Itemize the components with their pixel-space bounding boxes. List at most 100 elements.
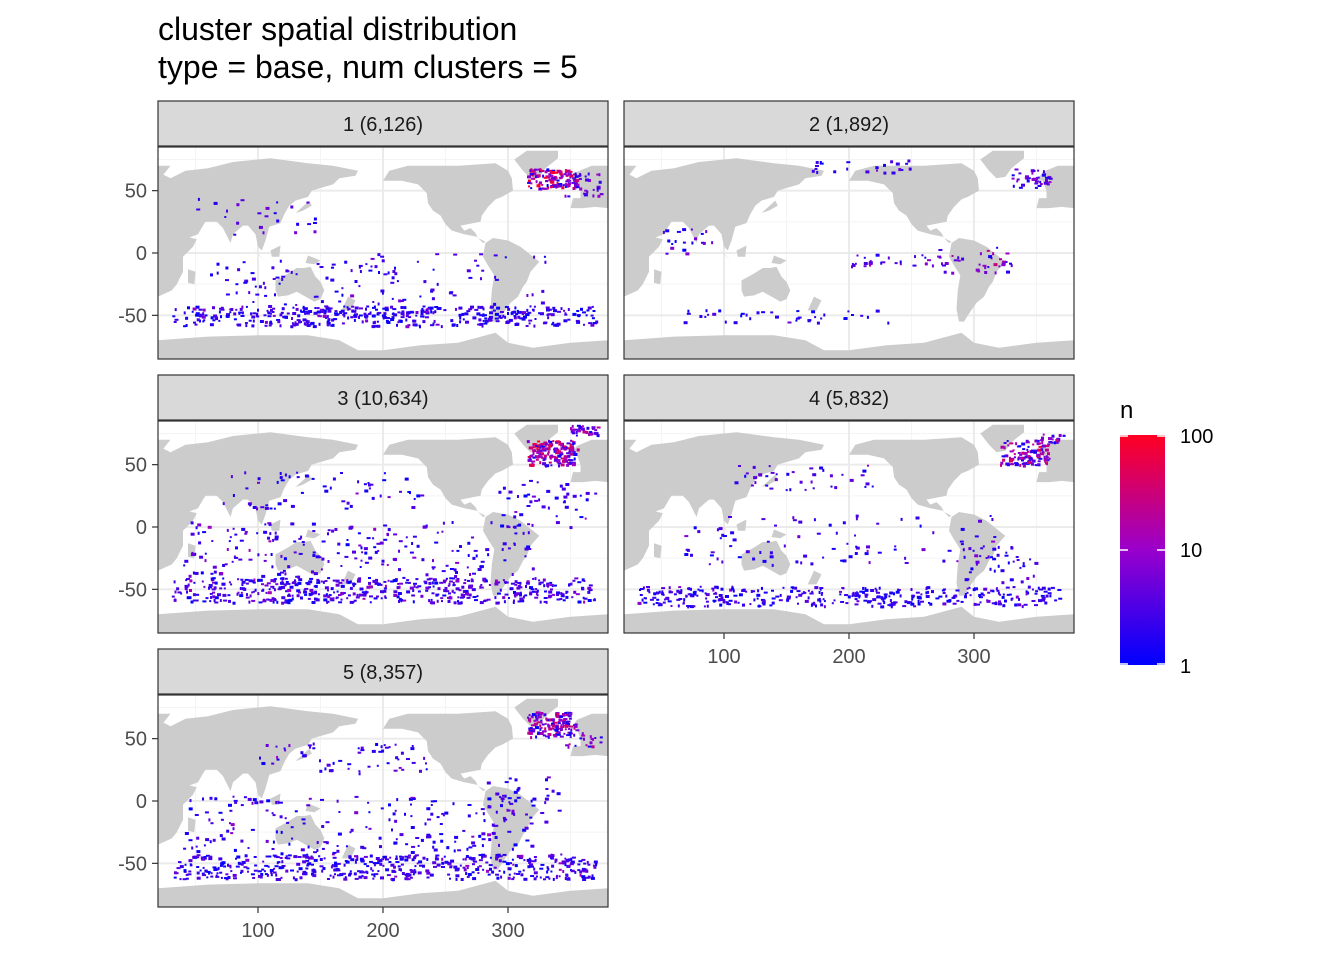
data-cell — [1003, 446, 1006, 450]
data-cell — [482, 812, 485, 816]
data-cell — [520, 854, 524, 858]
data-cell — [336, 799, 339, 803]
data-cell — [722, 535, 727, 537]
data-cell — [349, 580, 352, 584]
data-cell — [900, 517, 903, 521]
data-cell — [1015, 595, 1019, 599]
data-cell — [466, 269, 471, 273]
data-cell — [863, 265, 867, 268]
data-cell — [564, 459, 569, 463]
data-cell — [567, 179, 570, 182]
data-cell — [1048, 177, 1053, 180]
data-cell — [376, 320, 379, 323]
data-cell — [584, 876, 589, 879]
data-cell — [275, 276, 280, 279]
data-cell — [507, 547, 511, 550]
data-cell — [555, 184, 558, 187]
data-cell — [279, 324, 282, 328]
land-mass — [158, 332, 608, 359]
data-cell — [501, 794, 505, 797]
data-cell — [348, 855, 352, 859]
data-cell — [729, 545, 733, 548]
data-cell — [552, 877, 555, 881]
data-cell — [1004, 554, 1009, 557]
data-cell — [395, 756, 399, 760]
data-cell — [689, 593, 694, 597]
data-cell — [555, 515, 558, 518]
data-cell — [278, 801, 283, 804]
data-cell — [1021, 457, 1024, 460]
data-cell — [267, 536, 270, 540]
data-cell — [543, 456, 547, 459]
data-cell — [530, 454, 534, 458]
data-cell — [553, 735, 558, 738]
data-cell — [705, 597, 708, 600]
data-cell — [265, 809, 269, 812]
data-cell — [985, 557, 988, 559]
legend-break-label: 100 — [1180, 426, 1213, 448]
data-cell — [526, 308, 529, 312]
data-cell — [558, 718, 563, 722]
data-cell — [343, 305, 346, 308]
data-cell — [183, 847, 187, 850]
data-cell — [513, 591, 516, 594]
data-cell — [377, 549, 380, 552]
data-cell — [410, 747, 415, 751]
data-cell — [202, 308, 206, 312]
data-cell — [546, 776, 551, 779]
data-cell — [569, 443, 572, 447]
data-cell — [535, 712, 540, 715]
data-cell — [814, 167, 818, 170]
data-cell — [412, 589, 415, 592]
data-cell — [413, 582, 417, 585]
data-cell — [405, 874, 408, 877]
data-cell — [543, 454, 547, 458]
data-cell — [487, 873, 491, 876]
data-cell — [394, 809, 397, 812]
data-cell — [224, 216, 227, 218]
data-cell — [864, 552, 869, 556]
data-cell — [527, 175, 531, 179]
data-cell — [273, 507, 276, 510]
data-cell — [531, 523, 534, 527]
data-cell — [479, 322, 484, 326]
facet-panel-4: 4 (5,832)100 200 300 — [623, 374, 1075, 668]
data-cell — [361, 591, 365, 594]
data-cell — [787, 321, 792, 324]
data-cell — [262, 588, 265, 592]
data-cell — [756, 597, 759, 600]
data-cell — [224, 563, 228, 566]
data-cell — [855, 517, 858, 521]
data-cell — [257, 578, 260, 582]
data-cell — [541, 505, 546, 509]
data-cell — [411, 506, 416, 509]
data-cell — [876, 595, 881, 598]
data-cell — [547, 506, 550, 510]
data-cell — [855, 546, 860, 550]
data-cell — [897, 588, 900, 592]
data-cell — [1006, 270, 1010, 274]
data-cell — [548, 178, 551, 182]
data-cell — [270, 579, 275, 583]
data-cell — [488, 319, 493, 322]
data-cell — [243, 866, 248, 869]
data-cell — [325, 316, 327, 319]
data-cell — [370, 867, 373, 871]
data-cell — [468, 585, 472, 589]
data-cell — [548, 594, 553, 598]
land-mass — [383, 163, 513, 243]
data-cell — [527, 458, 532, 462]
data-cell — [871, 485, 874, 488]
data-cell — [786, 595, 791, 599]
data-cell — [537, 456, 540, 459]
data-cell — [568, 458, 571, 461]
data-cell — [376, 764, 379, 767]
data-cell — [687, 587, 689, 590]
data-cell — [377, 870, 380, 873]
data-cell — [212, 581, 215, 584]
data-cell — [535, 717, 539, 721]
data-cell — [954, 594, 958, 598]
data-cell — [527, 493, 531, 496]
data-cell — [941, 589, 945, 592]
data-cell — [425, 762, 427, 765]
